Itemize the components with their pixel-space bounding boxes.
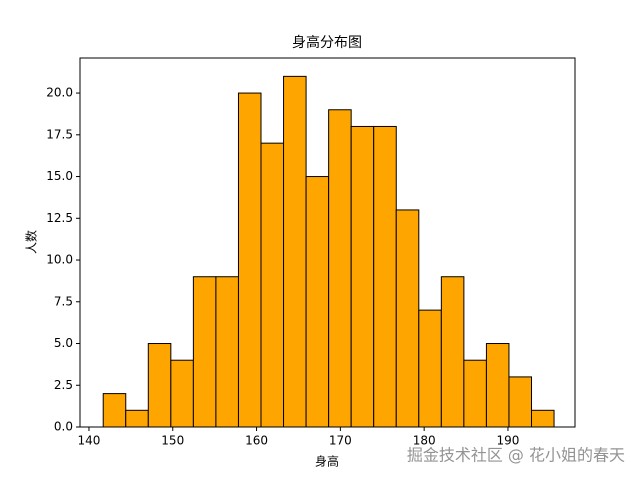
bar [147, 343, 172, 428]
bar [170, 359, 194, 428]
bar [260, 142, 285, 428]
y-tick-label: 0.0 [54, 420, 73, 434]
bar [485, 343, 510, 428]
chart-title: 身高分布图 [292, 34, 362, 51]
x-axis-label: 身高 [315, 454, 339, 469]
bar [531, 409, 555, 428]
bar [305, 176, 330, 428]
x-tick-label: 160 [245, 434, 268, 448]
bar [373, 125, 397, 428]
bar [418, 309, 442, 428]
bar [328, 109, 352, 428]
bar [395, 209, 420, 428]
y-tick-label: 7.5 [54, 294, 73, 308]
y-tick-label: 5.0 [54, 336, 73, 350]
y-tick-label: 10.0 [46, 253, 73, 267]
x-tick-label: 180 [413, 434, 436, 448]
x-tick-label: 170 [329, 434, 352, 448]
bar [215, 276, 239, 428]
bar [192, 276, 217, 428]
bar [350, 125, 375, 428]
bar [102, 393, 127, 428]
y-tick-label: 20.0 [46, 86, 73, 100]
y-tick-label: 15.0 [46, 169, 73, 183]
x-tick-label: 190 [497, 434, 520, 448]
bar [440, 276, 465, 428]
bar [125, 409, 149, 428]
x-tick-label: 150 [161, 434, 184, 448]
bar [463, 359, 487, 428]
bar [237, 92, 262, 428]
bar [283, 75, 307, 428]
bar [508, 376, 533, 428]
y-tick-label: 17.5 [46, 127, 73, 141]
x-tick-label: 140 [78, 434, 101, 448]
y-tick-label: 2.5 [54, 378, 73, 392]
watermark: 掘金技术社区 @ 花小姐的春天 [407, 446, 625, 465]
plot-frame [79, 57, 576, 428]
y-axis-label: 人数 [24, 230, 39, 254]
y-tick-label: 12.5 [46, 211, 73, 225]
